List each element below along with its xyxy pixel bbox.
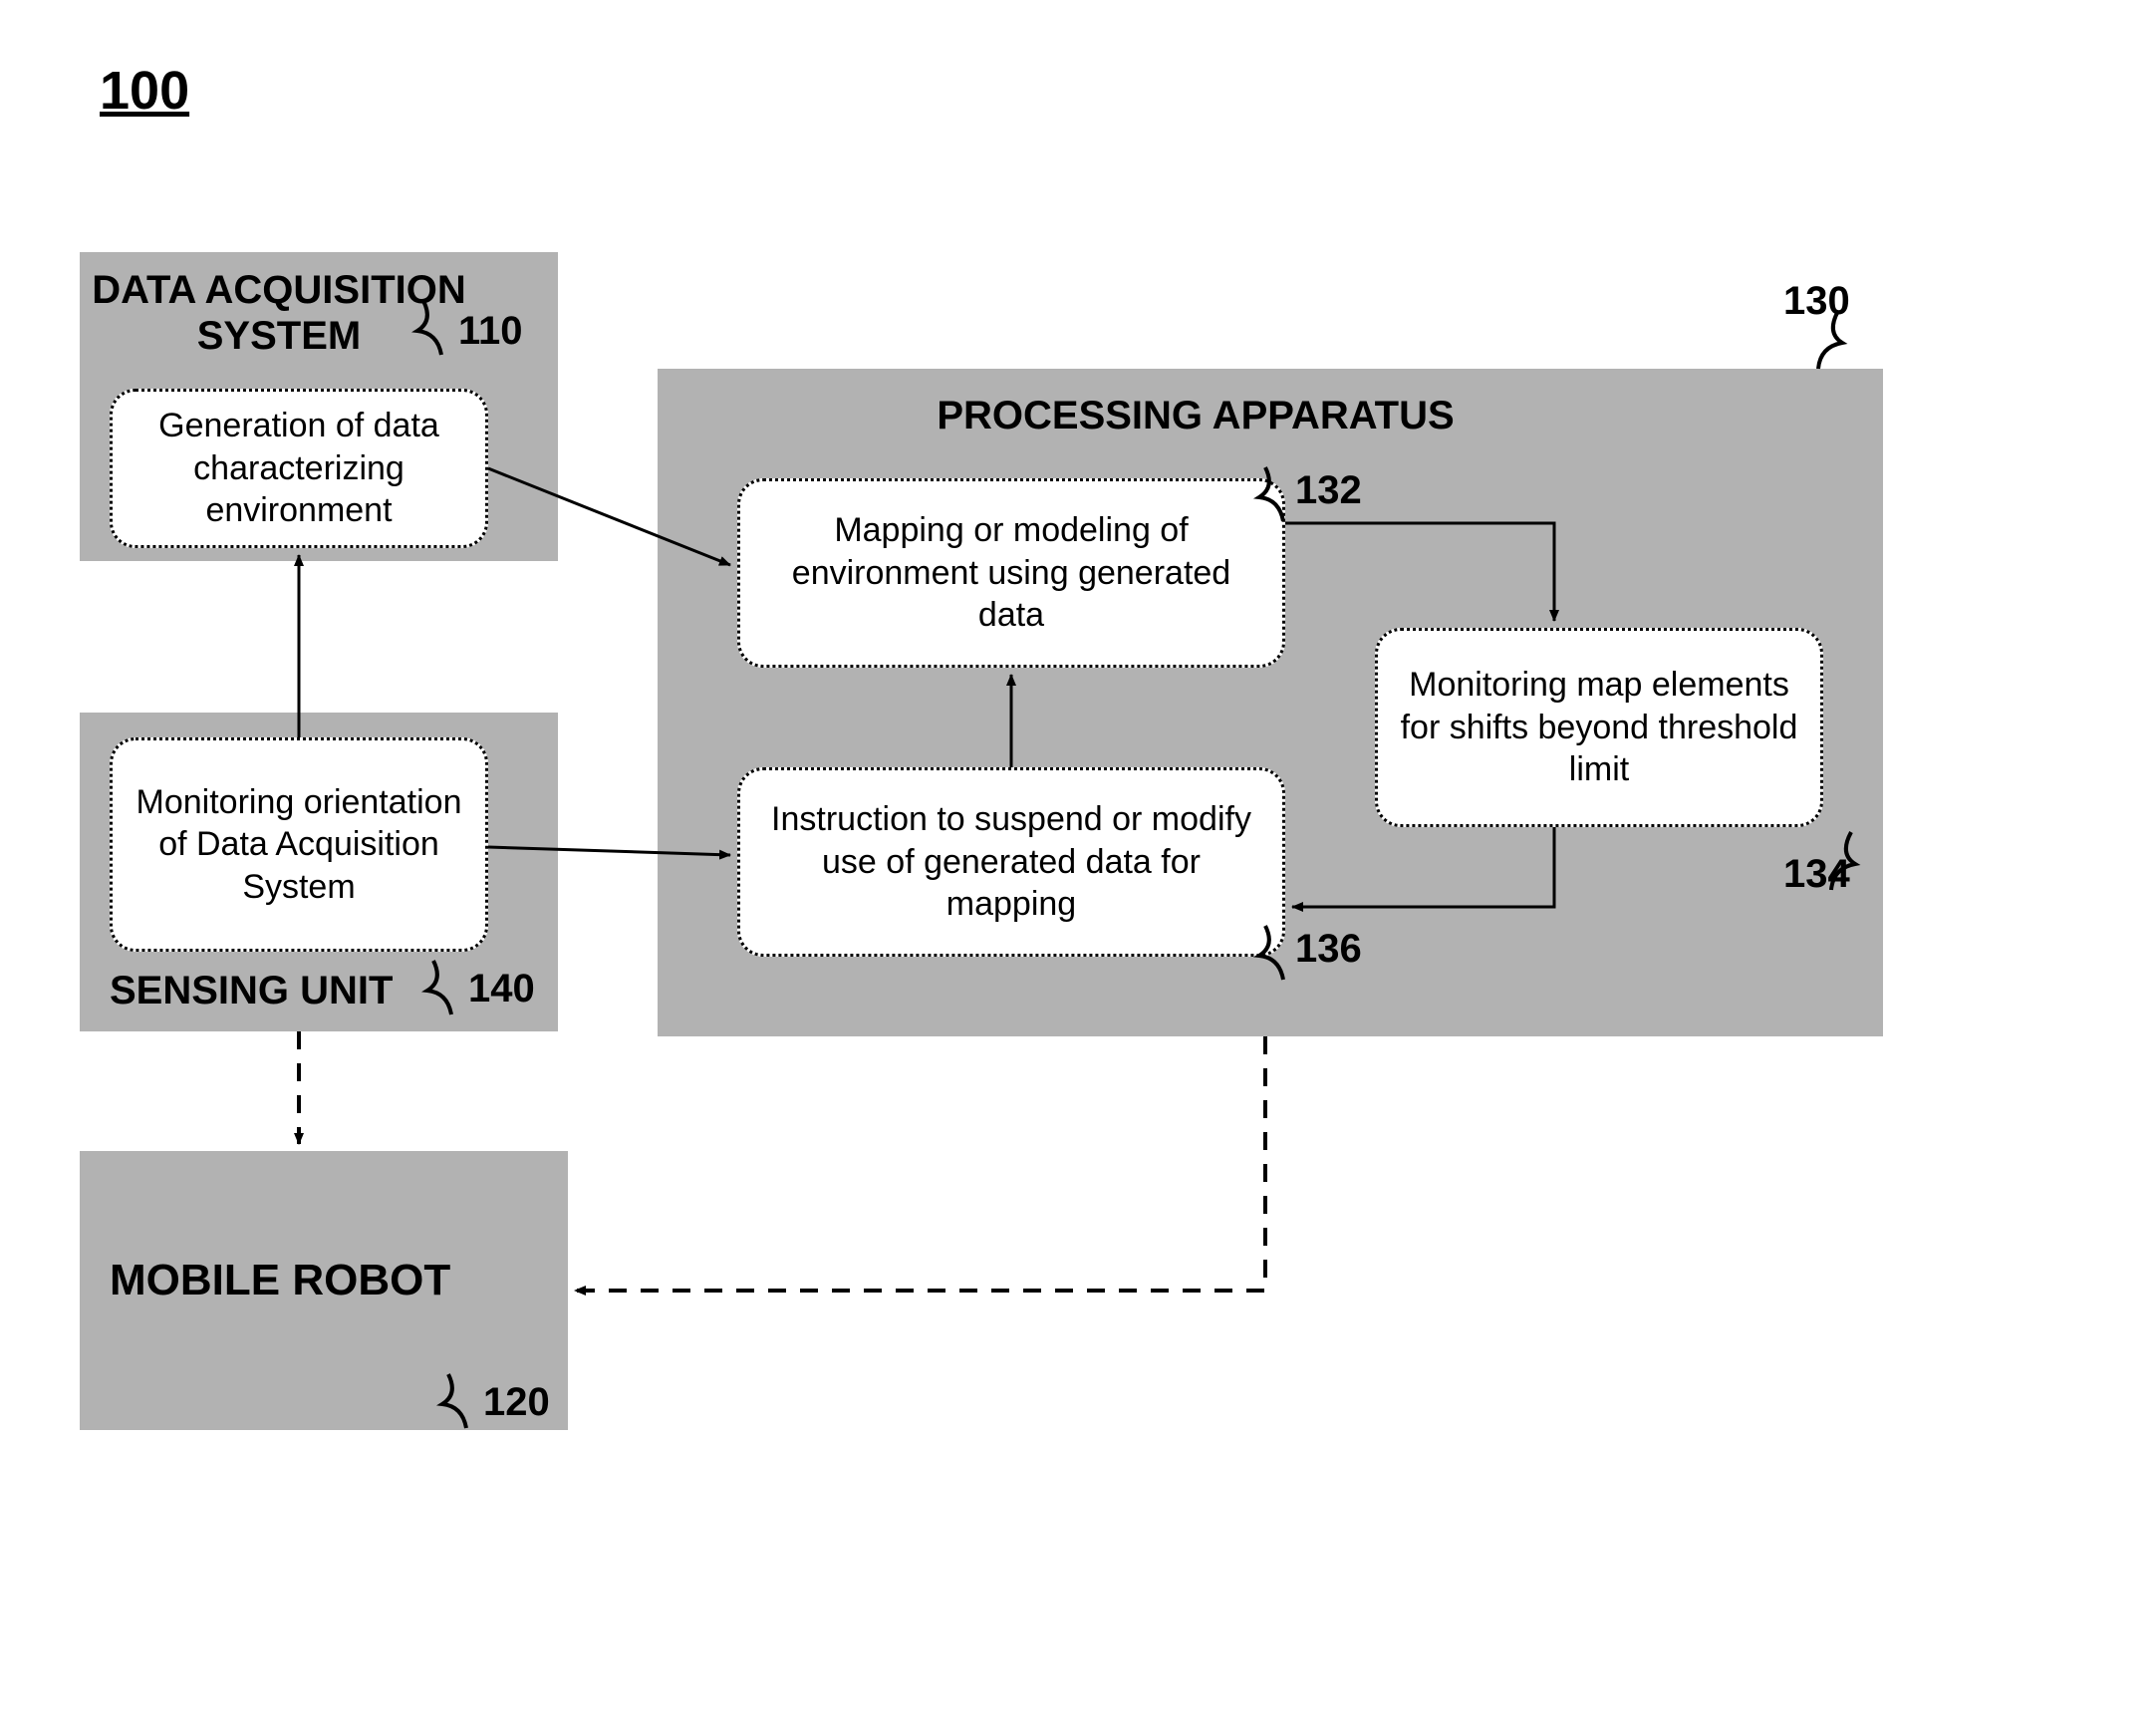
figure-number: 100 <box>100 60 189 122</box>
label-130: 130 <box>1783 279 1850 324</box>
node-instr-text: Instruction to suspend or modify use of … <box>758 798 1264 926</box>
label-132: 132 <box>1295 468 1362 513</box>
node-gen-text: Generation of data characterizing enviro… <box>131 405 467 532</box>
label-120: 120 <box>483 1380 550 1425</box>
label-110: 110 <box>458 309 523 354</box>
title-robot: MOBILE ROBOT <box>110 1256 468 1305</box>
node-gen: Generation of data characterizing enviro… <box>110 389 488 548</box>
title-sensing: SENSING UNIT <box>110 969 408 1013</box>
title-processing: PROCESSING APPARATUS <box>877 394 1514 438</box>
node-monitor-text: Monitoring orientation of Data Acquisiti… <box>131 781 467 909</box>
label-134: 134 <box>1783 852 1850 897</box>
title-daq: DATA ACQUISITION SYSTEM <box>90 267 468 359</box>
node-shifts-text: Monitoring map elements for shifts beyon… <box>1396 664 1802 791</box>
node-monitor: Monitoring orientation of Data Acquisiti… <box>110 737 488 952</box>
node-map-text: Mapping or modeling of environment using… <box>758 509 1264 637</box>
arrow-proc-to-robot <box>575 1036 1265 1291</box>
label-136: 136 <box>1295 927 1362 972</box>
node-shifts: Monitoring map elements for shifts beyon… <box>1375 628 1823 827</box>
diagram-canvas: 100 DATA ACQUISITION SYSTEM SENSING UNIT… <box>0 0 2156 1732</box>
node-map: Mapping or modeling of environment using… <box>737 478 1285 668</box>
label-140: 140 <box>468 967 535 1011</box>
node-instr: Instruction to suspend or modify use of … <box>737 767 1285 957</box>
